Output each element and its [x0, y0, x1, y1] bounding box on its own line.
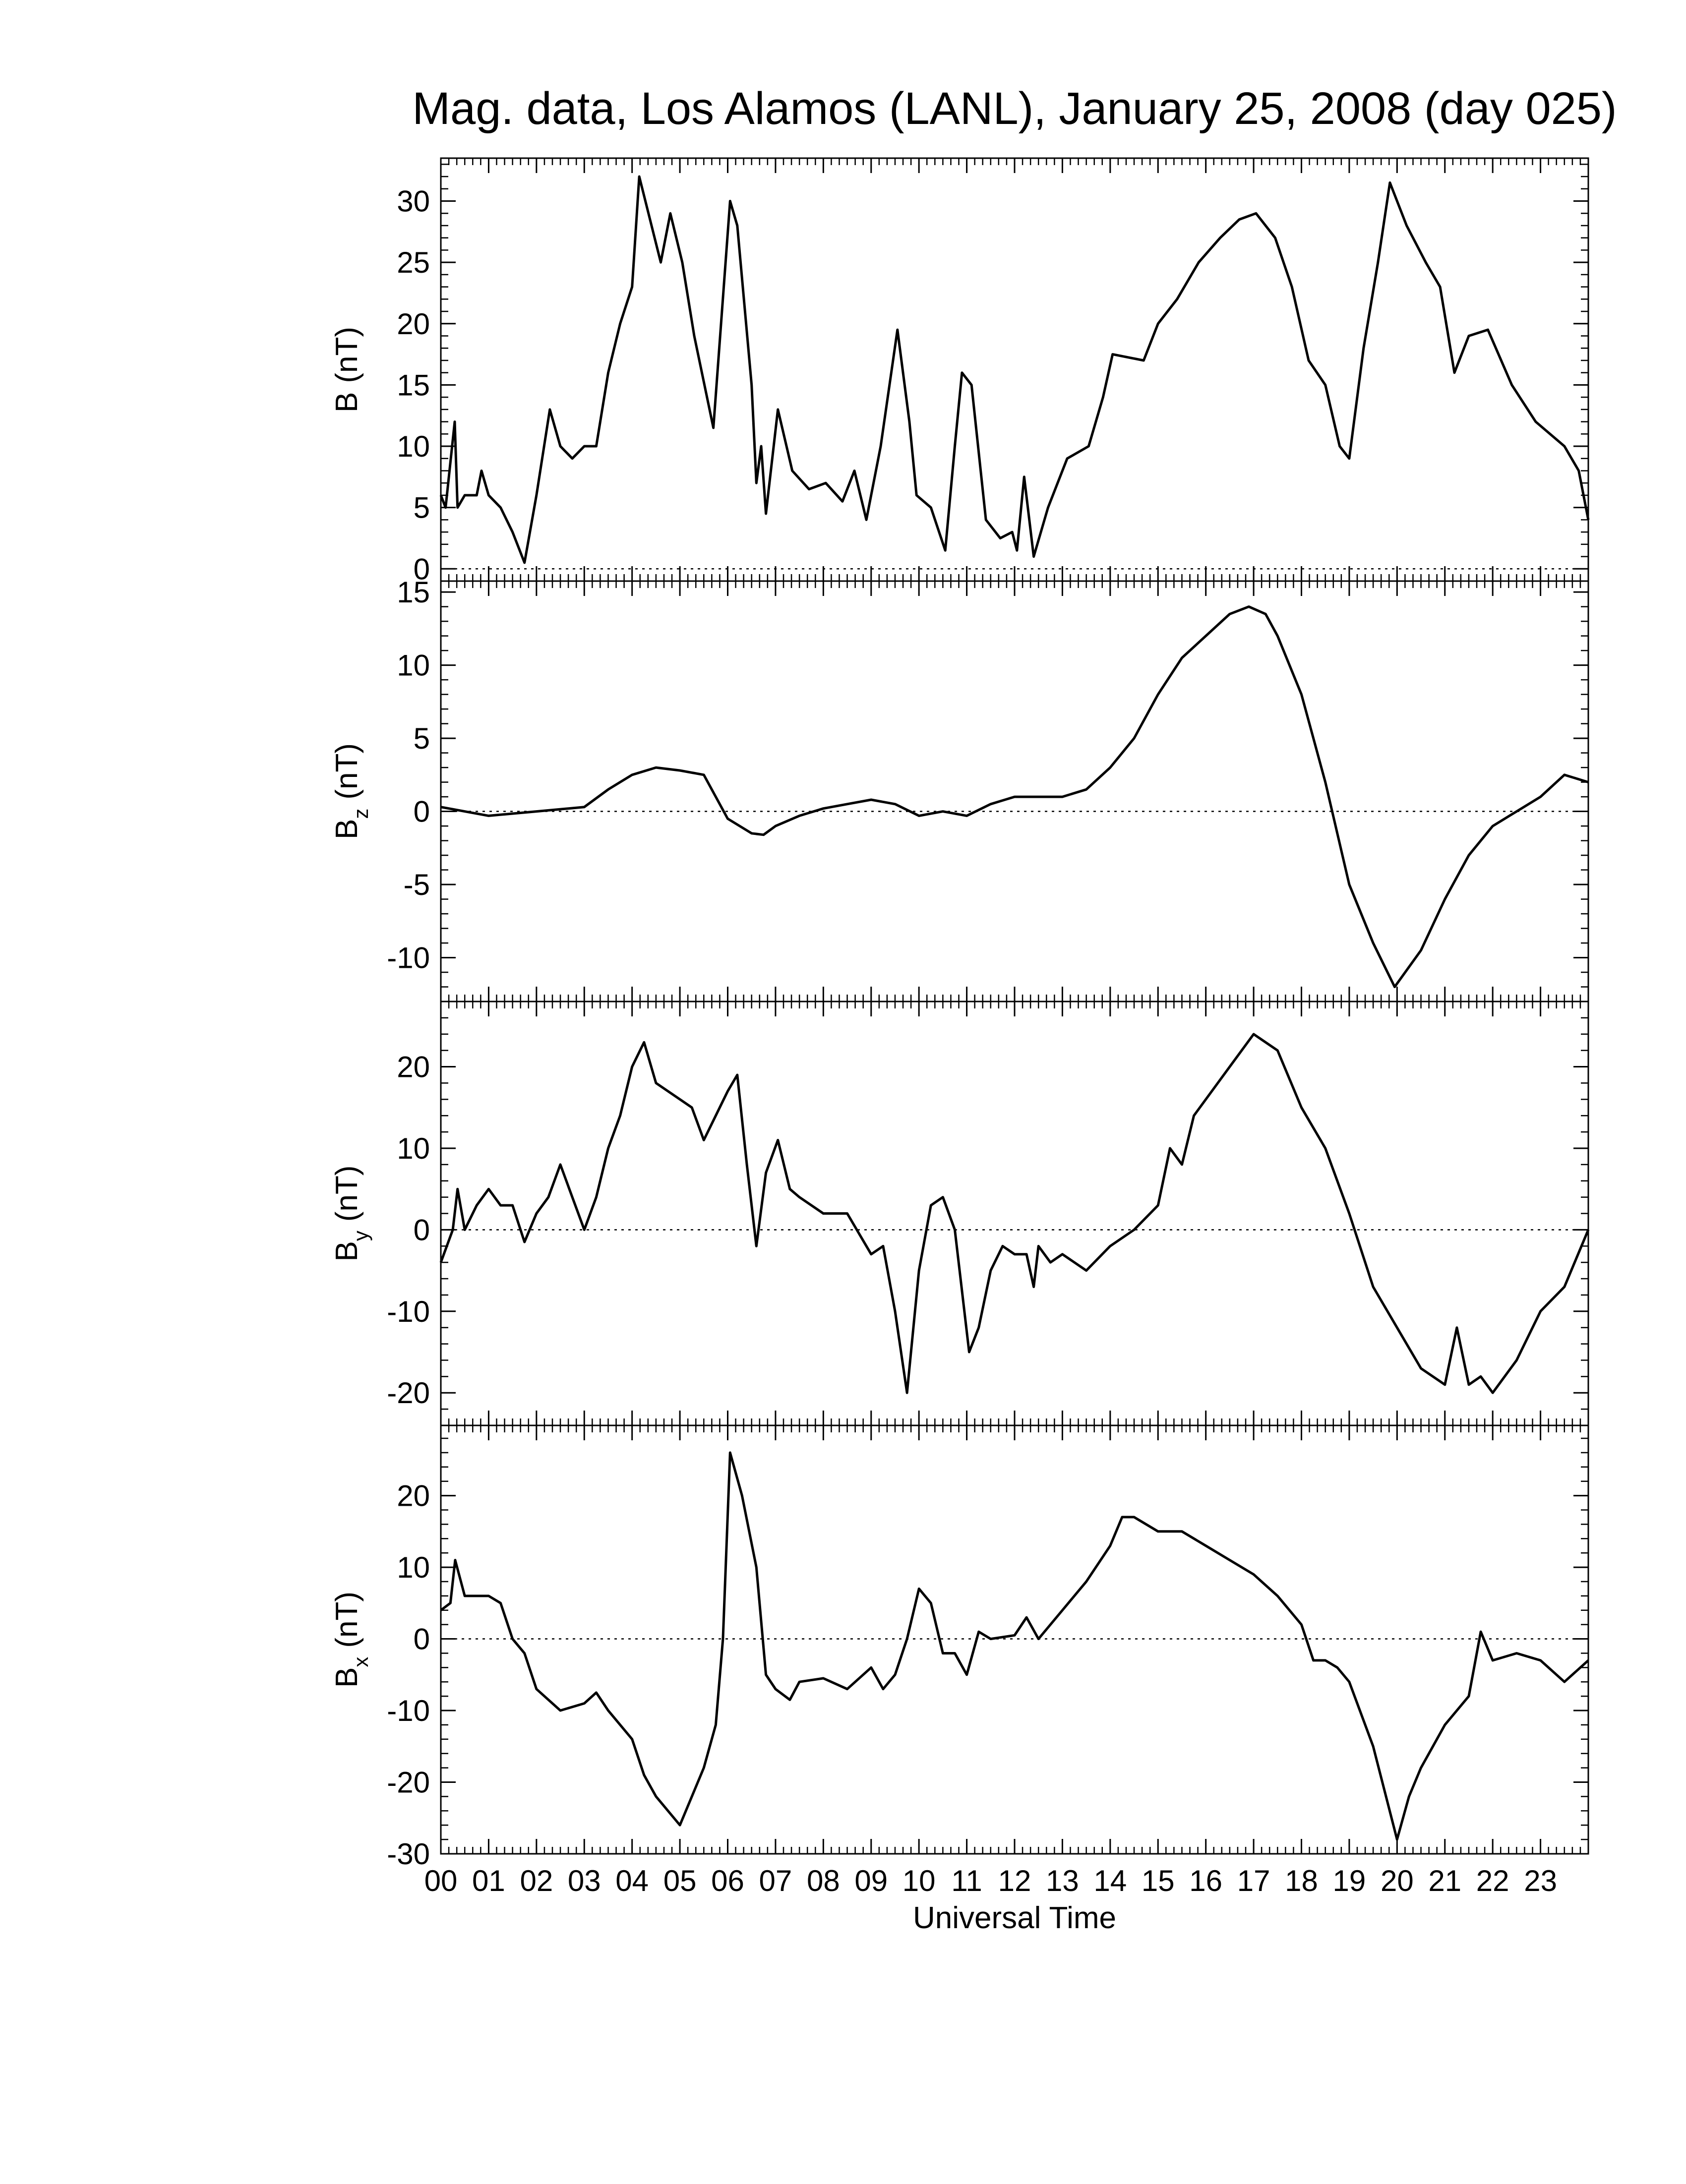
data-line [439, 1033, 1590, 1394]
x-tick-label: 04 [615, 1864, 649, 1897]
x-tick-label: 11 [951, 1864, 982, 1897]
y-tick-label: -30 [387, 1837, 430, 1871]
y-axis-label-subscript: z [349, 809, 372, 819]
y-tick-label: 10 [397, 1551, 430, 1584]
x-tick-label: 23 [1524, 1864, 1557, 1897]
data-line [440, 1451, 1589, 1841]
x-tick-label: 14 [1093, 1864, 1127, 1897]
y-tick-label: -20 [387, 1376, 430, 1410]
y-axis-label-unit: (nT) [330, 1592, 364, 1648]
x-tick-label: 05 [663, 1864, 697, 1897]
y-tick-label: 10 [397, 649, 430, 682]
y-axis-label-symbol: B [330, 1667, 364, 1688]
x-axis-label: Universal Time [913, 1901, 1116, 1935]
x-tick-label: 03 [568, 1864, 601, 1897]
y-axis-label-subscript: x [349, 1657, 372, 1667]
plot-frame [440, 580, 1589, 1003]
x-tick-label: 12 [998, 1864, 1031, 1897]
y-tick-label: -10 [387, 1295, 430, 1328]
plot-frame [440, 1424, 1589, 1855]
x-tick-label: 19 [1333, 1864, 1366, 1897]
y-tick-label: -5 [404, 868, 430, 901]
y-tick-label: 15 [397, 368, 430, 402]
y-tick-label: 0 [414, 552, 430, 586]
x-tick-label: 00 [424, 1864, 458, 1897]
y-tick-label: 5 [414, 722, 430, 755]
y-tick-label: 5 [414, 491, 430, 525]
y-axis-label: By (nT) [330, 1165, 372, 1261]
x-tick-label: 07 [759, 1864, 792, 1897]
x-tick-label: 16 [1189, 1864, 1222, 1897]
data-line [439, 175, 1590, 564]
x-tick-label: 08 [807, 1864, 840, 1897]
y-tick-label: 20 [397, 307, 430, 341]
y-axis-label-unit: (nT) [330, 327, 364, 383]
y-axis-label: Bx (nT) [330, 1592, 372, 1688]
y-axis-label-subscript: y [349, 1231, 372, 1241]
y-tick-label: 0 [414, 1623, 430, 1656]
x-tick-label: 21 [1428, 1864, 1461, 1897]
y-axis-label-symbol: B [330, 1241, 364, 1261]
x-tick-label: 15 [1142, 1864, 1175, 1897]
x-tick-label: 22 [1476, 1864, 1509, 1897]
y-axis-label: Bz (nT) [330, 743, 372, 839]
chart-title: Mag. data, Los Alamos (LANL), January 25… [412, 83, 1617, 134]
y-axis-label-unit: (nT) [330, 743, 364, 800]
x-tick-label: 01 [472, 1864, 505, 1897]
x-tick-label: 06 [711, 1864, 744, 1897]
x-tick-label: 10 [903, 1864, 936, 1897]
y-tick-label: 25 [397, 246, 430, 279]
y-tick-label: 20 [397, 1051, 430, 1084]
y-tick-label: 0 [414, 795, 430, 828]
x-tick-label: 09 [854, 1864, 888, 1897]
y-tick-label: 10 [397, 1132, 430, 1165]
y-tick-label: -20 [387, 1766, 430, 1799]
plot-frame [440, 157, 1589, 582]
x-tick-label: 13 [1046, 1864, 1079, 1897]
y-tick-label: 15 [397, 576, 430, 609]
y-axis-label-symbol: B [330, 392, 364, 413]
y-tick-label: -10 [387, 1694, 430, 1727]
y-tick-label: 0 [414, 1213, 430, 1246]
y-axis-label-symbol: B [330, 819, 364, 839]
y-tick-label: 20 [397, 1479, 430, 1513]
x-tick-label: 20 [1381, 1864, 1414, 1897]
data-line [440, 605, 1589, 988]
y-axis-label: B (nT) [330, 327, 364, 413]
y-axis-label-unit: (nT) [330, 1165, 364, 1222]
x-tick-label: 18 [1285, 1864, 1318, 1897]
y-tick-label: 30 [397, 185, 430, 218]
y-tick-label: -10 [387, 942, 430, 975]
y-tick-label: 10 [397, 430, 430, 463]
x-tick-label: 02 [520, 1864, 553, 1897]
x-tick-label: 17 [1237, 1864, 1270, 1897]
